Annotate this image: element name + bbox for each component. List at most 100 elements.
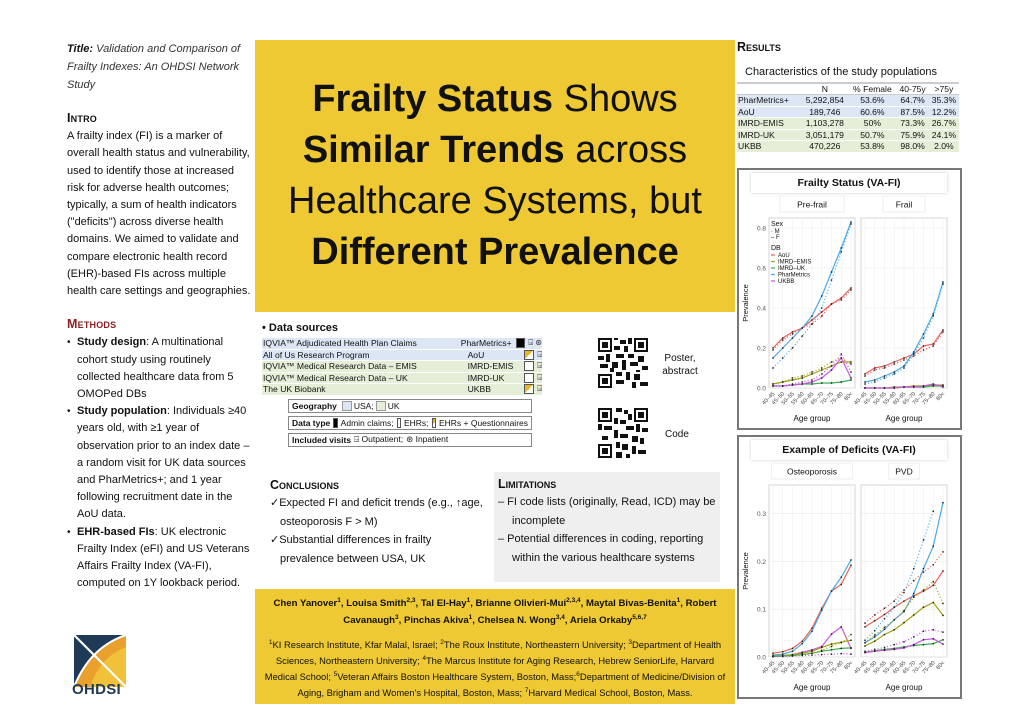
data-source-abbr: AoU	[467, 349, 485, 360]
ohdsi-logo-icon	[73, 634, 127, 688]
author-affiliation: 5,6,7	[632, 614, 647, 622]
data-source-row: IQVIA™ Adjudicated Health Plan Claims Ph…	[262, 338, 542, 350]
y-axis-label: Prevalence	[741, 284, 750, 322]
admin-claims-swatch-icon	[333, 417, 338, 428]
methods-item-label: EHR-based FIs	[77, 525, 155, 538]
data-source-name: IQVIA™ Medical Research Data – UK	[263, 372, 408, 383]
table-row: PharMetrics+ 5,292,854 53.6% 64.7% 35.3%	[737, 94, 959, 107]
legend-quest: EHRs + Questionnaires	[438, 417, 529, 428]
legend-label: Geography	[292, 400, 337, 411]
chart-title: Frailty Status (VA-FI)	[751, 173, 947, 193]
methods-item-label: Study population	[77, 405, 167, 418]
deficits-chart-plot: Osteoporosis0.00.10.20.340–4545–5050–555…	[741, 463, 948, 692]
data-sources: Data sources IQVIA™ Adjudicated Health P…	[262, 322, 542, 447]
intro-heading: Intro	[67, 111, 97, 125]
svg-text:80<: 80<	[935, 660, 946, 671]
visit-type-icons: ⍈	[537, 349, 542, 359]
svg-text:IMRD–EMIS: IMRD–EMIS	[778, 260, 811, 266]
methods-item: Study population: Individuals ≥40 years …	[67, 403, 253, 523]
affiliation-number: 6	[576, 670, 580, 678]
cell-75plus: 24.1%	[928, 129, 959, 141]
visit-type-icons: ⍈	[537, 361, 542, 371]
svg-text:AoU: AoU	[778, 253, 790, 259]
author-affiliation: 1	[676, 597, 681, 604]
cell-female: 50.7%	[848, 129, 897, 141]
intro-text: A frailty index (FI) is a marker of over…	[67, 130, 251, 298]
column-header: 40-75y	[896, 82, 929, 95]
svg-text:UKBB: UKBB	[778, 279, 794, 285]
author-name: Louisa Smith	[346, 598, 407, 610]
frailty-status-chart: Frailty Status (VA-FI) Pre-frail 0.0 0.2 0.…	[737, 168, 962, 430]
affiliation-text: Department of Medicine/Division of Aging…	[297, 670, 726, 698]
legend-label: Data type	[292, 417, 331, 428]
data-source-name: IQVIA™ Adjudicated Health Plan Claims	[263, 338, 417, 349]
qr-code-poster-icon[interactable]	[598, 338, 648, 388]
visit-type-icons: ⍈ ⊛	[528, 338, 542, 348]
author-list: Chen Yanover1, Louisa Smith2,3, Tal El-H…	[273, 597, 717, 627]
limitation-item: – Potential differences in coding, repor…	[498, 533, 704, 564]
methods-list: Study design: A multinational cohort stu…	[67, 334, 253, 592]
cell-75plus: 12.2%	[928, 106, 959, 118]
cell-db: PharMetrics+	[737, 94, 802, 107]
column-header: >75y	[928, 82, 959, 95]
cell-db: IMRD-UK	[737, 129, 802, 141]
authors-box: Chen Yanover1, Louisa Smith2,3, Tal El-H…	[255, 589, 735, 704]
deficits-chart: Example of Deficits (VA-FI) Osteoporosis…	[737, 435, 962, 699]
svg-text:0.2: 0.2	[757, 559, 766, 566]
data-source-name: All of Us Research Program	[263, 349, 370, 360]
legend-ehr: EHRs;	[403, 417, 429, 428]
qr-code-code-icon[interactable]	[598, 408, 648, 458]
left-column: Title: Validation and Comparison of Frai…	[67, 40, 253, 592]
author-name: Tal El-Hay	[420, 598, 467, 610]
affiliation-text: Veteran Affairs Boston Healthcare System…	[337, 670, 577, 682]
legend-label: Included visits	[292, 434, 352, 445]
limitations: Limitations – FI code lists (originally,…	[494, 472, 720, 582]
headline-bold-3: Different Prevalence	[311, 231, 679, 273]
data-source-name: IQVIA™ Medical Research Data – EMIS	[263, 361, 417, 372]
svg-text:0.0: 0.0	[757, 655, 766, 662]
author-name: Chelsea N. Wong	[477, 615, 556, 627]
cell-75plus: 26.7%	[928, 117, 959, 130]
affiliation-number: 7	[524, 686, 529, 694]
data-source-row: The UK Biobank UKBB ⍈	[262, 384, 542, 396]
geography-legend: Geography USA; UK	[288, 398, 532, 413]
headline-text-2: across Healthcare Systems, but	[288, 129, 702, 222]
svg-text:0.8: 0.8	[757, 226, 766, 233]
cell-75plus: 35.3%	[928, 94, 959, 107]
cell-40-75: 75.9%	[896, 129, 929, 141]
cell-female: 50%	[848, 117, 897, 130]
table-row: IMRD-EMIS 1,103,278 50% 73.3% 26.7%	[737, 117, 959, 130]
affiliation-text: The Marcus Institute for Aging Research,…	[264, 655, 715, 682]
title-label: Title:	[67, 43, 94, 55]
cell-db: UKBB	[737, 140, 802, 153]
methods-heading: Methods	[67, 317, 117, 332]
title-text: Validation and Comparison of Frailty Ind…	[67, 43, 241, 91]
column-header: % Female	[848, 82, 897, 95]
data-source-abbr: PharMetrics+	[460, 338, 512, 349]
cell-female: 53.8%	[848, 140, 897, 153]
cell-db: IMRD-EMIS	[737, 117, 802, 130]
svg-text:0.3: 0.3	[757, 511, 766, 518]
methods-item-label: Study design	[77, 336, 147, 349]
affiliation-text: The Roux Institute, Northeastern Univers…	[443, 639, 629, 651]
data-source-row: IQVIA™ Medical Research Data – EMIS IMRD…	[262, 361, 542, 373]
author-name: Ariela Orkaby	[569, 615, 633, 627]
headline-text-1: Shows	[553, 78, 678, 120]
svg-text:0.6: 0.6	[757, 266, 766, 273]
svg-text:Sex: Sex	[771, 221, 784, 228]
limitation-item: – FI code lists (originally, Read, ICD) …	[498, 496, 716, 527]
cell-40-75: 64.7%	[896, 94, 929, 107]
cell-75plus: 2.0%	[928, 140, 959, 153]
visit-type-icons: ⍈	[537, 372, 542, 382]
conclusion-item: ✓Expected FI and deficit trends (e.g., ↑…	[270, 497, 483, 528]
admin-claims-swatch-icon	[515, 338, 526, 349]
ehr-questionnaire-swatch-icon	[431, 417, 436, 428]
affiliation-number: 1	[268, 639, 273, 647]
svg-text:· M: · M	[771, 229, 780, 235]
legend-admin: Admin claims;	[340, 417, 394, 428]
affiliation-number: 4	[422, 655, 426, 663]
data-source-abbr: UKBB	[467, 384, 491, 395]
affiliation-text: KI Research Institute, Kfar Malal, Israe…	[272, 639, 441, 651]
svg-text:80<: 80<	[843, 391, 854, 402]
visits-legend: Included visits ⍈ Outpatient; ⊛ Inpatien…	[288, 432, 532, 447]
